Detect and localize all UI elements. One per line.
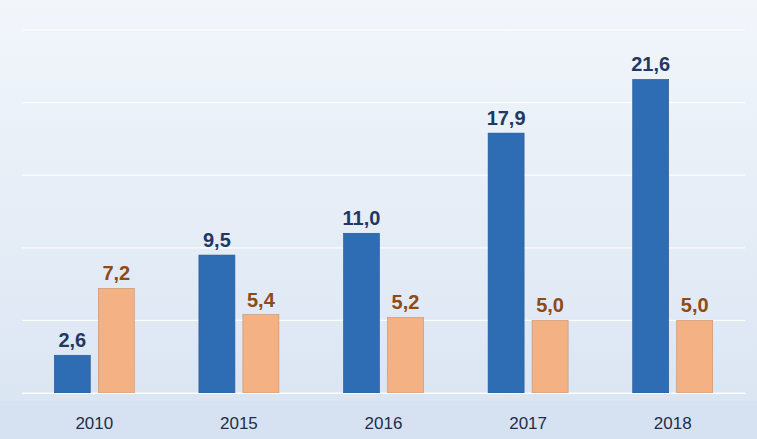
background [0, 0, 757, 439]
bar [54, 355, 90, 393]
x-axis: 2010 2015 2016 2017 2018 [23, 393, 746, 433]
x-tick: 2018 [654, 393, 692, 433]
data-label: 5,4 [247, 289, 276, 311]
grid-line [22, 29, 745, 30]
axis-band [0, 401, 757, 439]
bar [388, 317, 424, 393]
x-tick-label: 2015 [220, 414, 258, 433]
bar [98, 288, 134, 393]
x-tick-label: 2010 [75, 414, 113, 433]
bar [488, 133, 524, 393]
data-label: 17,9 [487, 107, 526, 129]
data-labels: 2,6 9,5 11,0 17,9 21,6 7,2 5,4 5,2 5,0 5,0 [58, 53, 708, 351]
data-label: 5,2 [392, 291, 420, 313]
bars [54, 79, 712, 393]
plot: 2,69,511,017,921,67,25,45,25,05,02010201… [22, 30, 746, 433]
bar [243, 315, 279, 393]
data-label: 5,0 [536, 294, 564, 316]
data-label: 21,6 [631, 53, 670, 75]
data-label: 5,0 [681, 294, 709, 316]
data-label: 9,5 [203, 229, 231, 251]
x-tick: 2015 [220, 393, 258, 433]
bar [199, 255, 235, 393]
x-tick: 2016 [365, 393, 403, 433]
x-tick: 2010 [75, 393, 113, 433]
data-label: 7,2 [102, 262, 130, 284]
grid [22, 30, 745, 393]
bar [633, 79, 669, 393]
x-axis-line [23, 393, 746, 394]
x-tick-label: 2018 [654, 414, 692, 433]
data-label: 11,0 [343, 207, 381, 229]
x-tick-label: 2017 [509, 414, 547, 433]
bar [677, 320, 713, 393]
data-label: 2,6 [58, 329, 86, 351]
x-tick: 2017 [509, 393, 547, 433]
chart: 2,69,511,017,921,67,25,45,25,05,02010201… [0, 0, 757, 439]
x-tick-label: 2016 [365, 414, 403, 433]
bar [532, 320, 568, 393]
bar [344, 233, 380, 393]
